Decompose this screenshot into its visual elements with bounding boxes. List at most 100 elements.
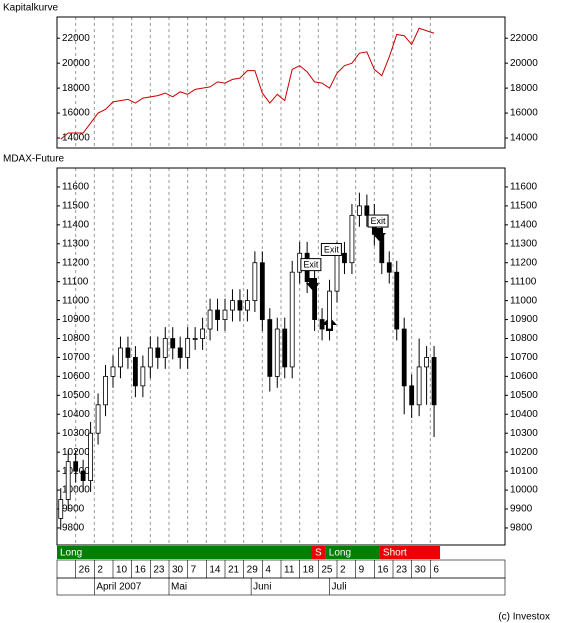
y-tick-label: 11400 bbox=[510, 219, 538, 230]
y-tick-label: 11100 bbox=[62, 276, 89, 287]
candle-body bbox=[431, 357, 437, 406]
candle-body bbox=[416, 366, 422, 406]
equity-line bbox=[60, 27, 435, 140]
x-tick-label: 18 bbox=[303, 565, 315, 576]
candle-body bbox=[342, 252, 347, 264]
candle-body bbox=[409, 385, 415, 406]
candle-body bbox=[125, 347, 131, 358]
y-tick-label: 11500 bbox=[510, 201, 538, 212]
candle-body bbox=[244, 300, 250, 311]
candle-body bbox=[65, 461, 71, 500]
y-tick-label: 11300 bbox=[62, 238, 90, 249]
candle-body bbox=[110, 366, 116, 377]
candle-body bbox=[252, 262, 258, 302]
candle-body bbox=[170, 338, 176, 349]
signal-label: S bbox=[315, 548, 322, 559]
y-tick-label: 10800 bbox=[510, 333, 538, 344]
y-tick-label: 22000 bbox=[510, 33, 538, 44]
x-tick-label: 23 bbox=[153, 565, 165, 576]
candle-body bbox=[80, 470, 86, 481]
y-tick-label: 9900 bbox=[510, 504, 533, 515]
month-label: Juni bbox=[253, 582, 271, 593]
candle-body bbox=[103, 375, 108, 406]
x-tick-label: 6 bbox=[433, 565, 439, 576]
signal-segment bbox=[379, 546, 441, 559]
panel-title: Kapitalkurve bbox=[3, 3, 58, 14]
y-tick-label: 9800 bbox=[62, 523, 85, 534]
y-tick-label: 10000 bbox=[62, 485, 90, 496]
x-tick-label: 26 bbox=[79, 565, 91, 576]
candle-body bbox=[334, 252, 340, 292]
candle-body bbox=[259, 262, 265, 320]
x-tick-label: 16 bbox=[135, 565, 147, 576]
candle-body bbox=[230, 300, 235, 311]
signal-label: Short bbox=[383, 548, 407, 559]
candle-body bbox=[155, 347, 161, 358]
panel-title: MDAX-Future bbox=[3, 154, 65, 165]
candle-body bbox=[237, 300, 243, 311]
y-tick-label: 9800 bbox=[510, 523, 533, 534]
y-tick-label: 11500 bbox=[62, 201, 90, 212]
annotation-box bbox=[320, 242, 342, 256]
y-tick-label: 10600 bbox=[62, 371, 90, 382]
x-tick-label: 23 bbox=[396, 565, 408, 576]
candle-body bbox=[95, 404, 101, 434]
candle-body bbox=[364, 205, 370, 216]
y-tick-label: 10500 bbox=[510, 390, 538, 401]
candle-body bbox=[312, 281, 318, 320]
signal-label: Long bbox=[329, 548, 351, 559]
y-tick-label: 20000 bbox=[510, 58, 538, 69]
x-tick-label: 2 bbox=[97, 565, 103, 576]
annotation: Exit bbox=[303, 259, 319, 269]
x-tick-label: 10 bbox=[116, 565, 128, 576]
x-tick-label: 29 bbox=[247, 565, 259, 576]
candle-body bbox=[118, 347, 123, 368]
y-tick-label: 11600 bbox=[510, 182, 538, 193]
y-tick-label: 10900 bbox=[510, 314, 538, 325]
candle-body bbox=[386, 262, 392, 273]
x-tick-label: 30 bbox=[172, 565, 184, 576]
plot-frame bbox=[56, 167, 506, 546]
y-tick-label: 10900 bbox=[62, 314, 90, 325]
candle-body bbox=[274, 328, 280, 377]
candle-body bbox=[319, 319, 325, 330]
y-tick-label: 11200 bbox=[62, 257, 90, 268]
x-tick-label: 14 bbox=[209, 565, 221, 576]
x-tick-label: 11 bbox=[284, 565, 295, 576]
y-tick-label: 11200 bbox=[510, 257, 538, 268]
candle-body bbox=[394, 271, 400, 330]
footer: (c) Investox bbox=[498, 612, 550, 623]
candle-body bbox=[379, 233, 385, 264]
y-tick-label: 20000 bbox=[62, 58, 90, 69]
month-label: Juli bbox=[332, 582, 347, 593]
y-tick-label: 10800 bbox=[62, 333, 90, 344]
candle-body bbox=[207, 309, 213, 330]
annotation: Exit bbox=[371, 216, 387, 226]
candle-body bbox=[356, 205, 362, 216]
annotation-box bbox=[300, 258, 322, 272]
candle-body bbox=[349, 214, 355, 264]
y-tick-label: 10300 bbox=[62, 428, 90, 439]
signal-label: Long bbox=[60, 548, 82, 559]
plot-frame bbox=[56, 16, 506, 149]
y-tick-label: 11400 bbox=[62, 219, 90, 230]
signal-segment bbox=[311, 546, 326, 559]
candle-body bbox=[88, 432, 93, 481]
y-tick-label: 14000 bbox=[510, 133, 538, 144]
candle-body bbox=[73, 461, 79, 472]
y-tick-label: 10700 bbox=[62, 352, 90, 363]
annotation: Exit bbox=[324, 244, 340, 254]
month-label: Mai bbox=[171, 582, 187, 593]
y-tick-label: 10000 bbox=[510, 485, 538, 496]
x-tick-label: 21 bbox=[228, 565, 240, 576]
candle-body bbox=[177, 347, 183, 358]
annotation-box bbox=[367, 214, 389, 228]
y-tick-label: 11000 bbox=[510, 295, 538, 306]
y-tick-label: 10600 bbox=[510, 371, 538, 382]
candle-body bbox=[192, 338, 198, 340]
y-tick-label: 10500 bbox=[62, 390, 90, 401]
signal-segment bbox=[325, 546, 380, 559]
x-tick-label: 4 bbox=[265, 565, 271, 576]
signal-segment bbox=[57, 546, 312, 559]
x-tick-label: 30 bbox=[415, 565, 427, 576]
